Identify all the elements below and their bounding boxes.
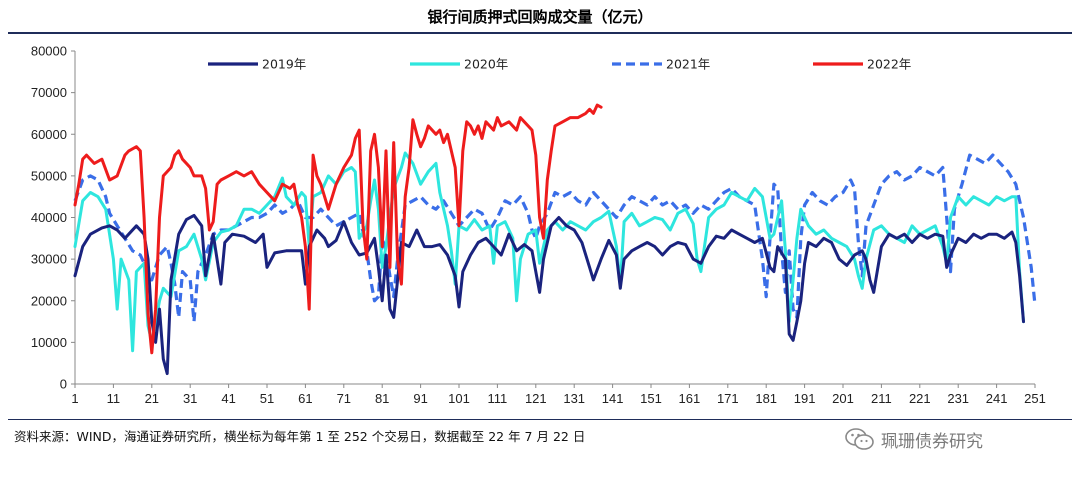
x-tick-label: 51 <box>260 391 274 406</box>
source-divider <box>8 419 1072 420</box>
x-tick-label: 161 <box>679 391 701 406</box>
series-lines <box>73 103 1037 376</box>
x-tick-label: 61 <box>298 391 312 406</box>
legend-label-2022年: 2022年 <box>867 57 911 72</box>
x-tick-label: 111 <box>488 391 508 406</box>
x-tick-label: 141 <box>602 391 624 406</box>
series-line-2019年 <box>73 213 1025 376</box>
x-tick-label: 1 <box>71 391 78 406</box>
y-tick-label: 10000 <box>31 335 67 350</box>
x-tick-label: 121 <box>525 391 547 406</box>
x-tick-label: 231 <box>947 391 969 406</box>
x-tick-label: 41 <box>221 391 235 406</box>
watermark-text: 珮珊债券研究 <box>881 431 983 452</box>
x-tick-label: 221 <box>909 391 931 406</box>
line-chart: 0 10000 20000 30000 40000 50000 60000 70000 8000… <box>31 44 1046 407</box>
chart-title: 银行间质押式回购成交量（亿元） <box>427 8 653 26</box>
y-tick-label: 80000 <box>31 44 67 59</box>
x-tick-label: 131 <box>563 391 585 406</box>
x-tick-label: 191 <box>794 391 816 406</box>
title-divider <box>8 32 1072 34</box>
series-line-2022年 <box>73 103 603 355</box>
x-tick-label: 11 <box>107 391 121 406</box>
x-tick-label: 151 <box>640 391 662 406</box>
y-tick-label: 40000 <box>31 210 67 225</box>
legend-label-2020年: 2020年 <box>464 57 508 72</box>
axes: 0 10000 20000 30000 40000 50000 60000 70000 8000… <box>31 44 1046 407</box>
x-tick-label: 171 <box>717 391 739 406</box>
y-tick-label: 50000 <box>31 168 67 183</box>
x-tick-label: 251 <box>1024 391 1046 406</box>
x-tick-label: 241 <box>986 391 1008 406</box>
x-tick-label: 181 <box>755 391 777 406</box>
x-tick-label: 71 <box>337 391 351 406</box>
legend: 2019年 2020年 2021年 2022年 <box>208 57 911 72</box>
x-tick-label: 201 <box>832 391 854 406</box>
x-tick-label: 211 <box>871 391 892 406</box>
x-tick-label: 31 <box>183 391 197 406</box>
wechat-icon <box>845 428 874 450</box>
x-tick-label: 21 <box>145 391 159 406</box>
x-tick-label: 81 <box>375 391 389 406</box>
y-tick-label: 70000 <box>31 85 67 100</box>
y-tick-label: 30000 <box>31 252 67 267</box>
y-tick-label: 20000 <box>31 293 67 308</box>
legend-label-2021年: 2021年 <box>666 57 710 72</box>
x-tick-label: 91 <box>413 391 427 406</box>
source-note: 资料来源：WIND，海通证券研究所，横坐标为每年第 1 至 252 个交易日，数… <box>14 429 586 444</box>
legend-label-2019年: 2019年 <box>262 57 306 72</box>
x-tick-label: 101 <box>448 391 470 406</box>
watermark: 珮珊债券研究 <box>845 426 983 452</box>
y-tick-label: 60000 <box>31 127 67 142</box>
series-line-2020年 <box>73 151 1025 353</box>
y-tick-label: 0 <box>60 377 67 392</box>
